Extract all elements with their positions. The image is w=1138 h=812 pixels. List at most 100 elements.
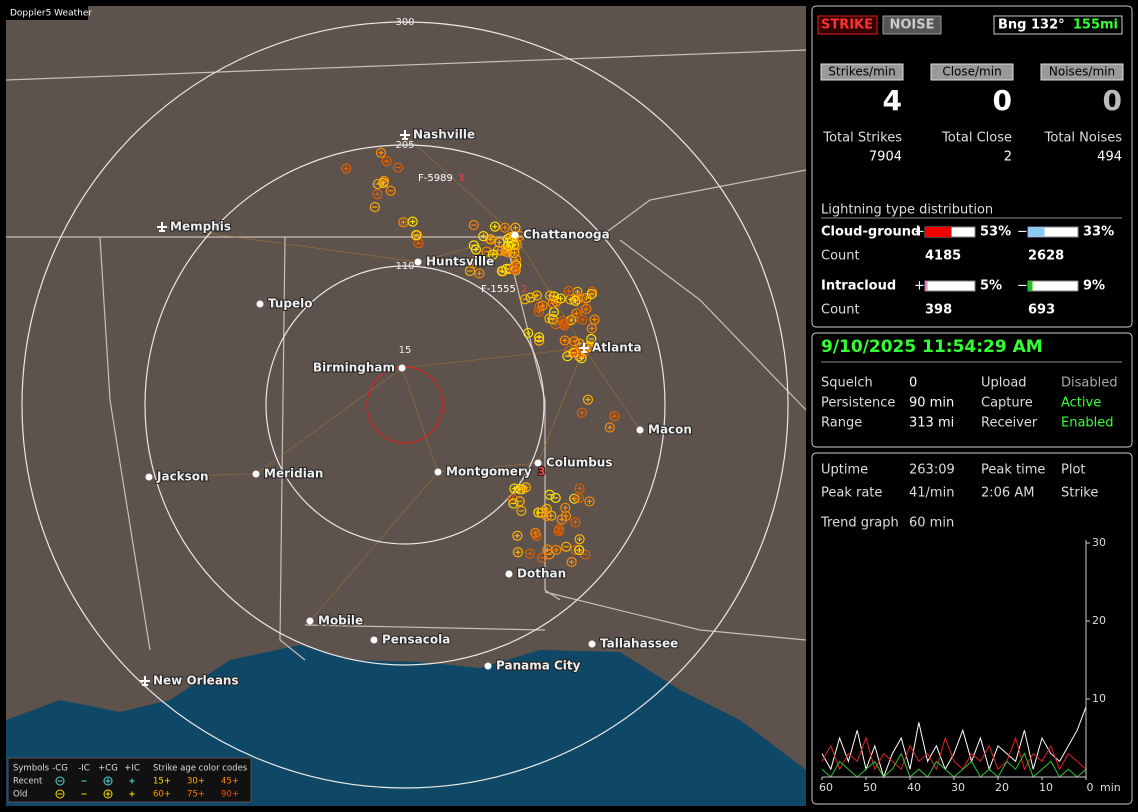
x-tick-label: 20: [995, 781, 1009, 794]
strike-symbol: [489, 221, 501, 232]
strike-symbol: [411, 230, 422, 241]
legend-column: +IC: [124, 764, 140, 774]
strike-symbol: [468, 219, 479, 231]
strike-symbol: [570, 517, 581, 528]
sign: −: [1017, 279, 1028, 294]
strike-button-label[interactable]: STRIKE: [821, 18, 873, 33]
count: 4185: [925, 249, 961, 264]
status-item: Squelch: [821, 376, 873, 391]
strike-sign: [566, 288, 572, 294]
strike-sign: [476, 270, 482, 276]
legend-age: 30+: [187, 777, 205, 787]
ring-label: 205: [395, 140, 414, 151]
city-dot: [256, 300, 264, 308]
ring-label: 300: [395, 17, 414, 28]
strike-symbol: [547, 298, 558, 309]
strike-sign: [589, 325, 595, 331]
x-tick-label: 40: [907, 781, 921, 794]
strike-sign: [492, 224, 498, 230]
legend-symbol: [129, 791, 135, 797]
city-label: Jackson: [156, 470, 209, 484]
strike-symbol: [553, 526, 564, 537]
x-tick-label: 0: [1087, 781, 1094, 794]
city-dot: [306, 617, 314, 625]
strike-symbol: [582, 394, 594, 405]
strike-symbol: [508, 498, 519, 509]
bar: [1028, 227, 1045, 237]
strike-sign: [502, 225, 508, 231]
state-lines: [5, 49, 807, 661]
strike-symbol: [563, 286, 574, 297]
panel: STRIKE NOISE Bng 132° 155mi Strikes/min 4 Tota…: [811, 5, 1133, 805]
strike-symbol: [604, 422, 615, 433]
rate-label-box: [820, 63, 904, 81]
city-label: Tallahassee: [600, 637, 678, 651]
strike-symbol: [550, 492, 561, 504]
y-tick-label: 30: [1092, 536, 1106, 549]
range-rings: 300 205 110 15: [21, 17, 789, 789]
bearing-box: [993, 15, 1123, 35]
status-item: Persistence: [821, 396, 895, 411]
strike-sign: [569, 559, 575, 565]
noise-button-label[interactable]: NOISE: [889, 18, 934, 33]
strike-symbol: [341, 163, 352, 174]
stat-item: Uptime: [821, 463, 868, 478]
city-dot: [434, 468, 442, 476]
flash-count: 2: [521, 284, 527, 295]
strike-sign: [579, 410, 585, 416]
strike-sign: [560, 318, 566, 324]
strike-symbol: [531, 530, 542, 541]
count-label: Count: [821, 249, 860, 264]
strike-sign: [576, 547, 582, 553]
city-label: Tupelo: [268, 297, 313, 311]
strike-button[interactable]: [817, 15, 878, 35]
flash-count: 3: [458, 173, 464, 184]
legend-age: 15+: [153, 777, 171, 787]
strike-sign: [540, 303, 546, 309]
city-dot: [511, 231, 519, 239]
count-label: Count: [821, 303, 860, 318]
city-label: Mobile: [318, 614, 363, 628]
bar-track: [1027, 280, 1079, 292]
strike-sign: [490, 252, 496, 258]
strike-symbol: [556, 514, 567, 525]
total-label: Total Close: [941, 131, 1012, 146]
strike-sign: [592, 317, 598, 323]
legend-box: [7, 757, 252, 803]
legend-column: -IC: [78, 764, 90, 774]
strike-symbol: [471, 254, 482, 265]
strike-sign: [381, 178, 387, 184]
strike-symbol: [586, 333, 597, 345]
strike-symbol: [574, 492, 585, 504]
status-item: 0: [909, 376, 917, 391]
strike-symbol: [531, 290, 543, 301]
datetime: 9/10/2025 11:54:29 AM: [821, 337, 1043, 357]
brand: Doppler5 Weather: [10, 9, 92, 19]
city-label: Memphis: [170, 220, 231, 234]
strike-symbol: [502, 233, 514, 244]
city-label: Montgomery: [446, 465, 532, 479]
strike-symbol: [372, 178, 383, 190]
strike-symbol: [586, 323, 597, 334]
city-label: Birmingham: [313, 361, 395, 375]
x-unit: min: [1100, 781, 1121, 794]
stat-item: Peak time: [981, 463, 1045, 478]
city-dot: [588, 640, 596, 648]
noise-button[interactable]: [882, 15, 942, 35]
strike-symbol: [548, 291, 560, 302]
strike-symbol: [525, 292, 536, 303]
strikes: [341, 147, 620, 568]
strike-symbol: [470, 244, 482, 255]
strike-sign: [562, 505, 568, 511]
total-label: Total Noises: [1044, 131, 1123, 146]
strike-sign: [400, 219, 406, 225]
strike-symbol: [571, 308, 582, 319]
strike-symbol: [509, 239, 520, 251]
legend-symbol: [103, 789, 113, 799]
city-dot: [145, 473, 153, 481]
range-ring: [144, 144, 666, 666]
strike-sign: [547, 293, 553, 299]
stat-item: Plot: [1061, 463, 1086, 478]
strike-sign: [534, 292, 540, 298]
strike-sign: [577, 536, 583, 542]
